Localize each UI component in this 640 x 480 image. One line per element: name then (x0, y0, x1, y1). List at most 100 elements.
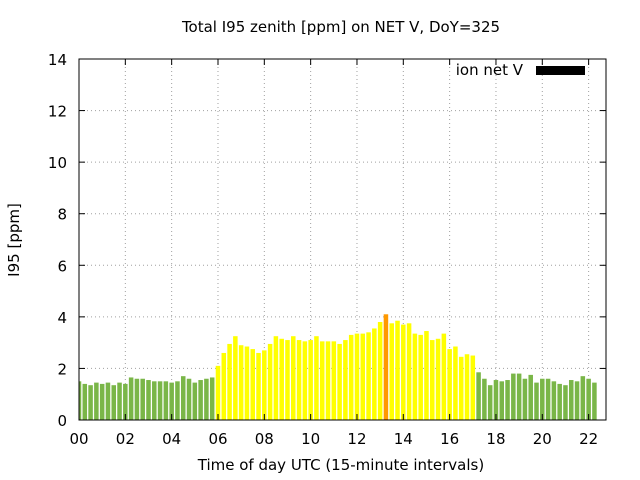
legend: ion net V (456, 61, 585, 79)
bar (128, 377, 134, 420)
bar (256, 352, 261, 420)
x-tick-label: 16 (440, 430, 459, 448)
bar (435, 338, 441, 420)
bar (250, 349, 255, 420)
bar (447, 349, 452, 420)
bar (470, 355, 476, 420)
y-tick-label: 12 (48, 103, 67, 121)
bar (302, 341, 308, 420)
bar (401, 324, 406, 420)
bar (430, 340, 435, 420)
bar (134, 378, 140, 420)
bar (348, 334, 354, 420)
bar (511, 373, 516, 420)
x-tick-label: 20 (533, 430, 552, 448)
bar (557, 383, 562, 420)
bar (180, 376, 186, 420)
bar (372, 328, 377, 420)
bar (296, 340, 302, 420)
bar (198, 380, 203, 420)
bar (499, 381, 505, 420)
bar (406, 323, 412, 420)
bar (238, 345, 244, 420)
bar (482, 378, 487, 420)
bar (592, 382, 597, 420)
bar (516, 373, 522, 420)
bar (331, 341, 337, 420)
bar (412, 333, 418, 420)
bar (285, 340, 290, 420)
bar (325, 341, 331, 420)
bar (534, 382, 539, 420)
y-axis-label: I95 [ppm] (5, 203, 23, 277)
y-tick-label: 8 (57, 206, 67, 224)
bar (464, 354, 470, 420)
bar (111, 385, 117, 420)
bar (360, 333, 366, 420)
bar (157, 381, 163, 420)
bar (389, 323, 394, 420)
x-tick-label: 22 (579, 430, 598, 448)
bar (192, 382, 198, 420)
ticks (78, 58, 606, 421)
bar (493, 380, 499, 420)
bar (418, 334, 423, 420)
bar (140, 378, 145, 420)
bar (209, 377, 215, 420)
bar (545, 378, 551, 420)
x-tick-label: 08 (255, 430, 274, 448)
bar (568, 380, 574, 420)
bar (424, 331, 429, 420)
bar (308, 340, 313, 420)
bar (88, 385, 93, 420)
x-tick-label: 14 (394, 430, 413, 448)
bar (175, 381, 180, 420)
y-tick-label: 2 (57, 360, 67, 378)
bar (528, 374, 533, 420)
chart-title: Total I95 zenith [ppm] on NET V, DoY=325 (181, 18, 500, 36)
bar (267, 343, 273, 420)
y-tick-label: 14 (48, 51, 67, 69)
x-tick-label: 18 (486, 430, 505, 448)
y-tick-label: 4 (57, 309, 67, 327)
bar (262, 350, 267, 420)
x-tick-label: 02 (116, 430, 135, 448)
bar (82, 383, 88, 420)
bar (487, 385, 493, 420)
bar (221, 352, 227, 420)
bar (366, 332, 371, 420)
bar (441, 333, 447, 420)
bar (453, 346, 458, 420)
x-tick-label: 00 (69, 430, 88, 448)
y-tick-label: 6 (57, 257, 67, 275)
grid (79, 59, 606, 420)
legend-swatch (536, 66, 585, 75)
bar (123, 383, 128, 420)
x-tick-label: 04 (162, 430, 181, 448)
bar (476, 372, 481, 420)
bar (522, 378, 528, 420)
bar (458, 356, 464, 420)
bar (314, 336, 319, 420)
bar (163, 381, 169, 420)
bar (273, 336, 279, 420)
bar (169, 382, 174, 420)
bar (279, 338, 284, 420)
bar (117, 382, 122, 420)
x-tick-label: 06 (208, 430, 227, 448)
bar (337, 343, 342, 420)
bar (319, 341, 325, 420)
bars (79, 314, 597, 420)
bar (580, 376, 586, 420)
bar (99, 383, 105, 420)
plot-frame (78, 58, 607, 421)
bar (94, 382, 99, 420)
bar (105, 382, 111, 420)
bar (227, 343, 232, 420)
bar (186, 378, 192, 420)
bar (152, 381, 157, 420)
bar (354, 333, 360, 420)
bar (383, 314, 389, 420)
